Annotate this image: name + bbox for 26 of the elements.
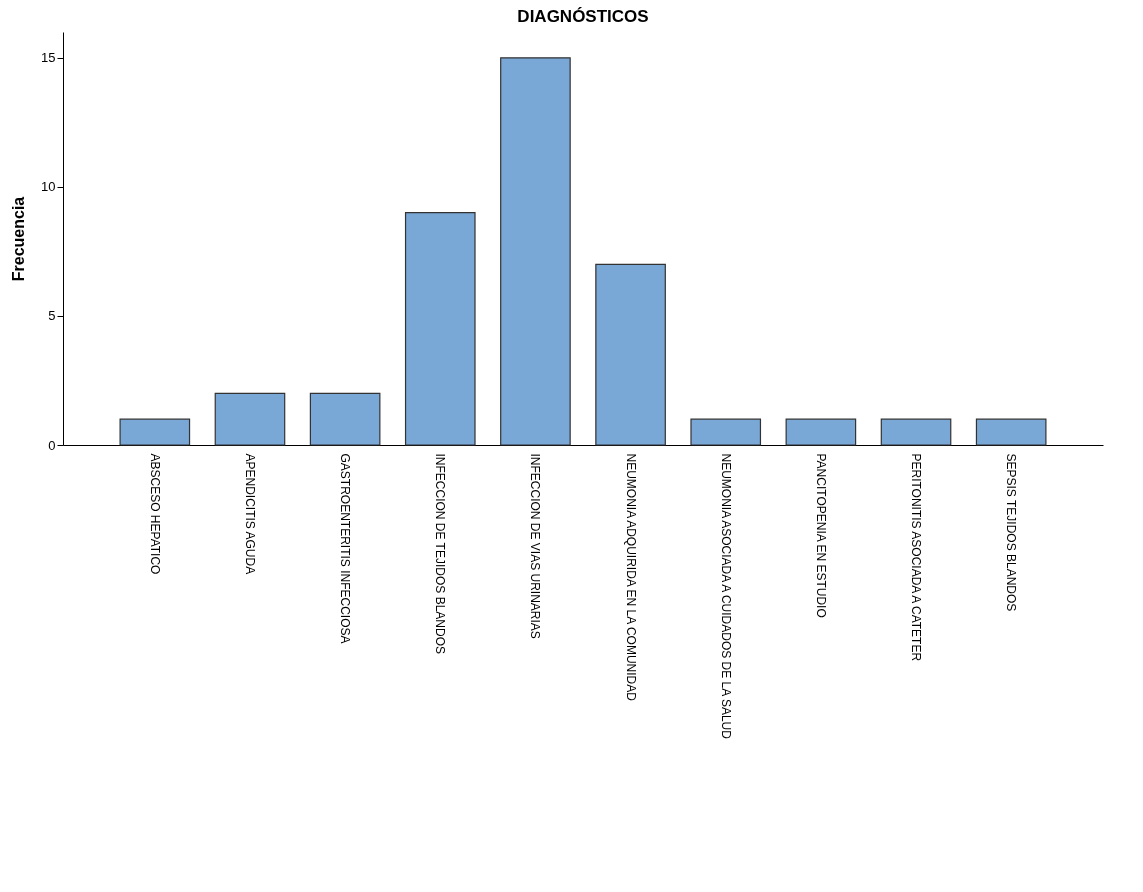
x-tick-label: INFECCION DE VIAS URINARIAS bbox=[528, 453, 543, 639]
x-tick-label: GASTROENTERITIS INFECCIOSA bbox=[338, 453, 353, 644]
x-tick-label: ABSCESO HEPATICO bbox=[147, 453, 162, 575]
bar bbox=[404, 212, 476, 446]
bar bbox=[595, 263, 666, 446]
bar bbox=[880, 418, 952, 446]
x-tick-label: INFECCION DE TEJIDOS BLANDOS bbox=[433, 453, 448, 654]
y-tick-label: 5 bbox=[48, 308, 56, 324]
bar bbox=[690, 418, 762, 446]
y-tick-label: 15 bbox=[41, 50, 56, 66]
y-tick-label: 0 bbox=[48, 437, 56, 453]
x-tick-label: NEUMONIA ASOCIADA A CUIDADOS DE LA SALUD bbox=[718, 453, 733, 740]
bar bbox=[119, 418, 191, 446]
bar bbox=[214, 392, 286, 446]
y-tick-label: 10 bbox=[41, 179, 56, 195]
x-tick-label: PERITONITIS ASOCIADA A CATETER bbox=[909, 453, 924, 662]
x-tick-label: PANCITOPENIA EN ESTUDIO bbox=[813, 453, 828, 618]
bar bbox=[975, 418, 1047, 446]
chart-title: DIAGNÓSTICOS bbox=[517, 7, 649, 26]
y-axis-title: Frecuencia bbox=[10, 196, 28, 282]
x-tick-label: NEUMONIA ADQUIRIDA EN LA COMUNIDAD bbox=[623, 453, 638, 702]
bar bbox=[309, 392, 381, 446]
x-tick-label: SEPSIS TEJIDOS BLANDOS bbox=[1004, 453, 1019, 612]
x-tick-label: APENDICITIS AGUDA bbox=[242, 453, 257, 575]
bar bbox=[785, 418, 857, 446]
bar bbox=[500, 57, 571, 446]
